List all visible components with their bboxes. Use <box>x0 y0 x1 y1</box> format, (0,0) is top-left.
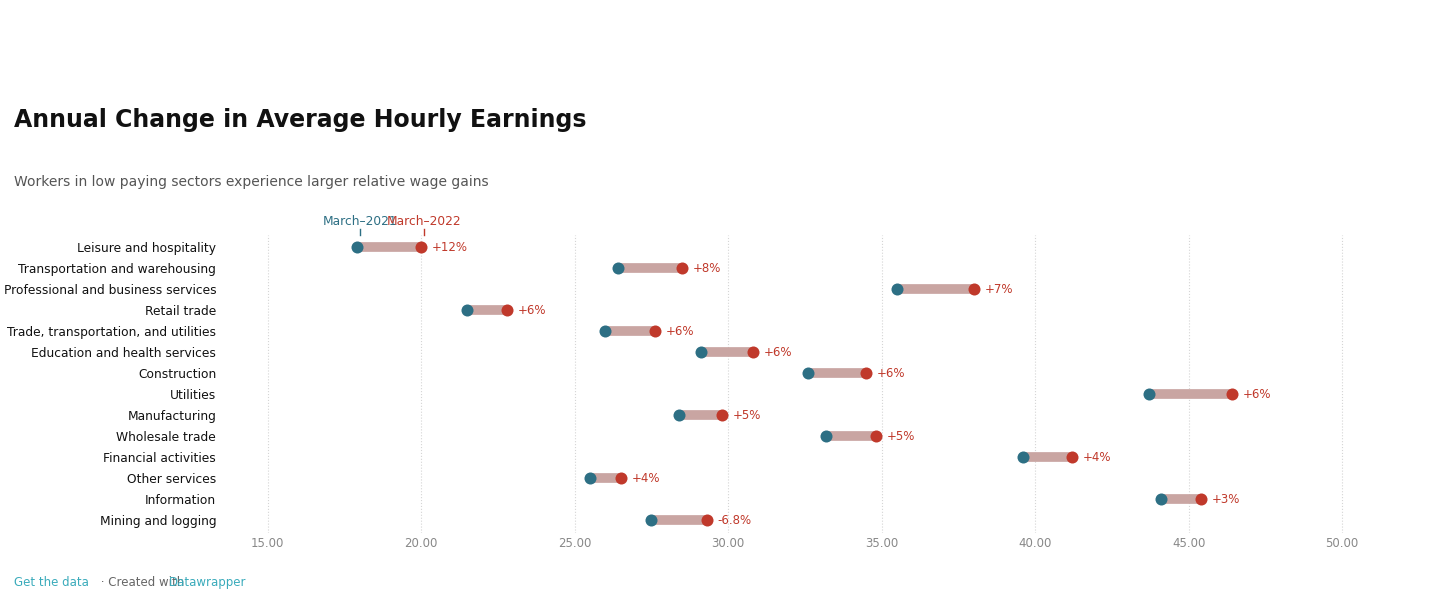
Point <box>409 243 432 252</box>
Point <box>962 285 985 294</box>
Point <box>578 473 601 483</box>
Text: -6.8%: -6.8% <box>717 514 751 527</box>
Text: +6%: +6% <box>764 346 791 359</box>
Text: +6%: +6% <box>1242 388 1271 401</box>
Text: +12%: +12% <box>432 241 468 254</box>
Text: +5%: +5% <box>733 409 761 422</box>
Point <box>668 411 691 420</box>
Point <box>1138 389 1161 399</box>
Text: +4%: +4% <box>631 472 660 485</box>
Text: Datawrapper: Datawrapper <box>169 576 246 589</box>
Point <box>640 515 663 525</box>
Text: +4%: +4% <box>1083 451 1112 464</box>
Point <box>741 347 764 357</box>
Text: +8%: +8% <box>693 262 721 275</box>
Point <box>886 285 909 294</box>
Text: +3%: +3% <box>1212 492 1241 506</box>
Point <box>1189 494 1212 504</box>
Point <box>690 347 713 357</box>
Point <box>854 368 877 378</box>
Point <box>864 432 887 441</box>
Text: +6%: +6% <box>877 367 906 380</box>
Point <box>610 473 633 483</box>
Text: +5%: +5% <box>886 430 914 442</box>
Text: Annual Change in Average Hourly Earnings: Annual Change in Average Hourly Earnings <box>14 108 587 132</box>
Point <box>816 432 839 441</box>
Text: March–2021: March–2021 <box>322 215 398 228</box>
Point <box>643 326 665 336</box>
Text: +7%: +7% <box>985 283 1013 296</box>
Point <box>1060 453 1083 462</box>
Point <box>607 264 630 273</box>
Point <box>456 305 479 315</box>
Text: +6%: +6% <box>518 304 547 317</box>
Point <box>671 264 694 273</box>
Text: March–2022: March–2022 <box>386 215 462 228</box>
Point <box>594 326 617 336</box>
Text: Workers in low paying sectors experience larger relative wage gains: Workers in low paying sectors experience… <box>14 175 489 189</box>
Text: +6%: +6% <box>665 325 694 338</box>
Point <box>495 305 518 315</box>
Point <box>711 411 734 420</box>
Point <box>695 515 718 525</box>
Point <box>1012 453 1035 462</box>
Text: · Created with: · Created with <box>97 576 189 589</box>
Text: Get the data: Get the data <box>14 576 89 589</box>
Point <box>1149 494 1172 504</box>
Point <box>345 243 368 252</box>
Point <box>797 368 820 378</box>
Point <box>1221 389 1244 399</box>
